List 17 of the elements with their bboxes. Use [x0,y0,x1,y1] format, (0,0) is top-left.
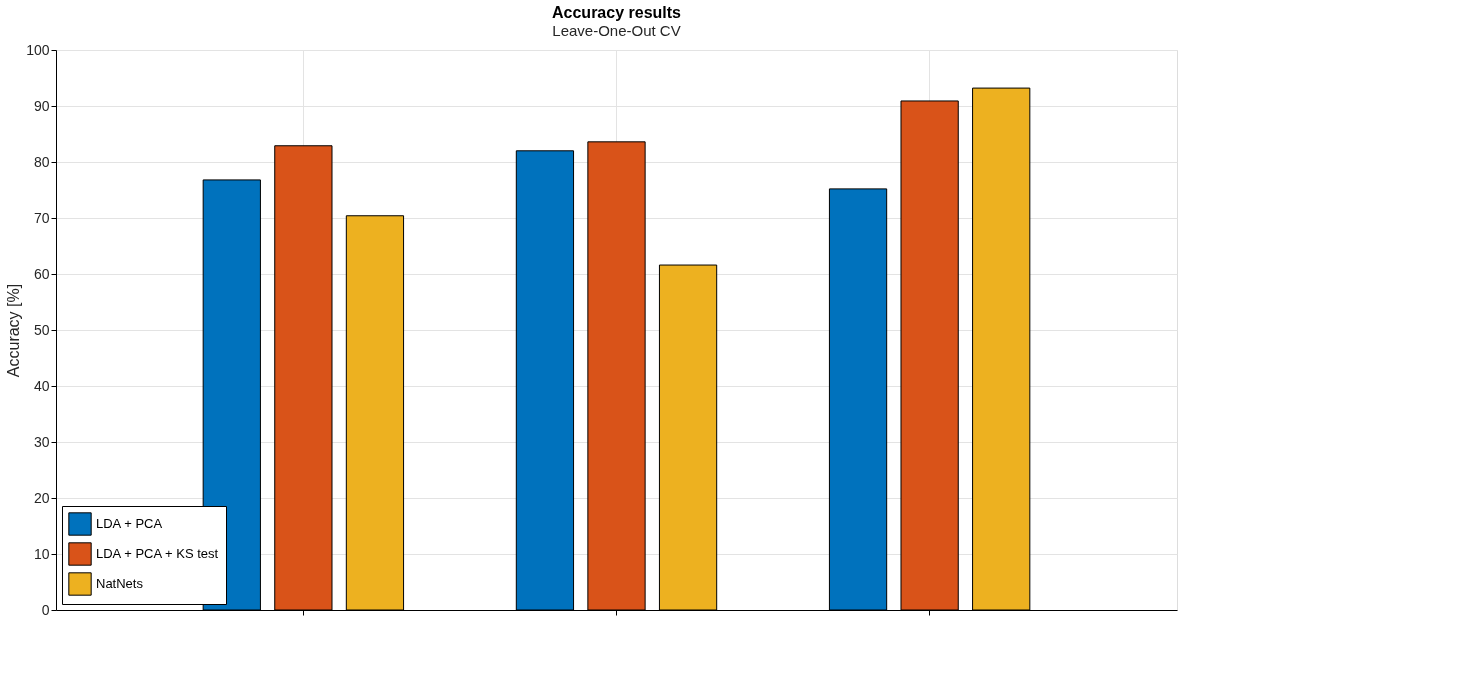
y-tick-label: 30 [33,433,50,450]
legend-label: LDA + PCA [96,516,163,531]
y-tick-label: 90 [33,97,50,114]
y-tick-label: 60 [33,265,50,282]
y-tick-label: 20 [33,489,50,506]
chart-subtitle: Leave-One-Out CV [552,22,681,39]
y-axis-title: Accuracy [%] [5,283,23,378]
y-tick-label: 70 [33,209,50,226]
y-tick-label: 10 [33,545,50,562]
y-tick-label: 0 [41,601,50,618]
y-tick-label: 50 [33,321,50,338]
y-tick-label: 100 [26,41,50,58]
y-tick-label: 40 [33,377,50,394]
chart-title: Accuracy results [552,4,682,21]
y-tick-label: 80 [33,153,50,170]
legend-label: LDA + PCA + KS test [96,546,219,561]
legend-label: NatNets [96,576,144,591]
